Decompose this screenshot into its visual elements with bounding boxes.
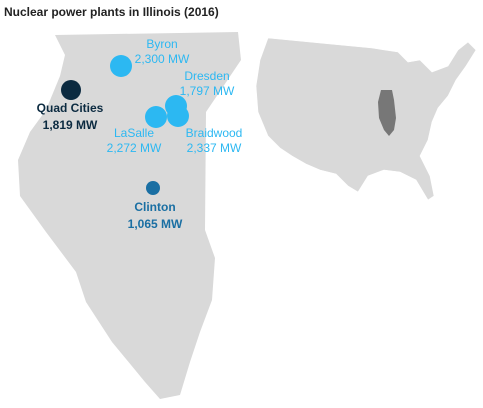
plant-marker	[110, 55, 132, 77]
plant-capacity: 1,065 MW	[128, 217, 183, 231]
us-outline	[255, 37, 477, 201]
plant-marker	[145, 106, 167, 128]
plant-name: Braidwood	[186, 126, 243, 140]
plant-marker	[61, 80, 81, 100]
plant-name: Clinton	[134, 200, 175, 214]
plant-capacity: 1,797 MW	[180, 84, 235, 98]
plant-capacity: 2,337 MW	[187, 141, 242, 155]
illinois-highlight	[378, 90, 396, 136]
map-title: Nuclear power plants in Illinois (2016)	[4, 5, 219, 19]
plant-capacity: 1,819 MW	[43, 118, 98, 132]
plant-capacity: 2,300 MW	[135, 52, 190, 66]
plant-marker	[146, 181, 160, 195]
plant-capacity: 2,272 MW	[107, 141, 162, 155]
plant-name: Quad Cities	[37, 101, 104, 115]
plant-name: Dresden	[184, 69, 229, 83]
plant-marker	[167, 105, 189, 127]
plant-name: LaSalle	[114, 126, 154, 140]
plant-name: Byron	[146, 37, 177, 51]
